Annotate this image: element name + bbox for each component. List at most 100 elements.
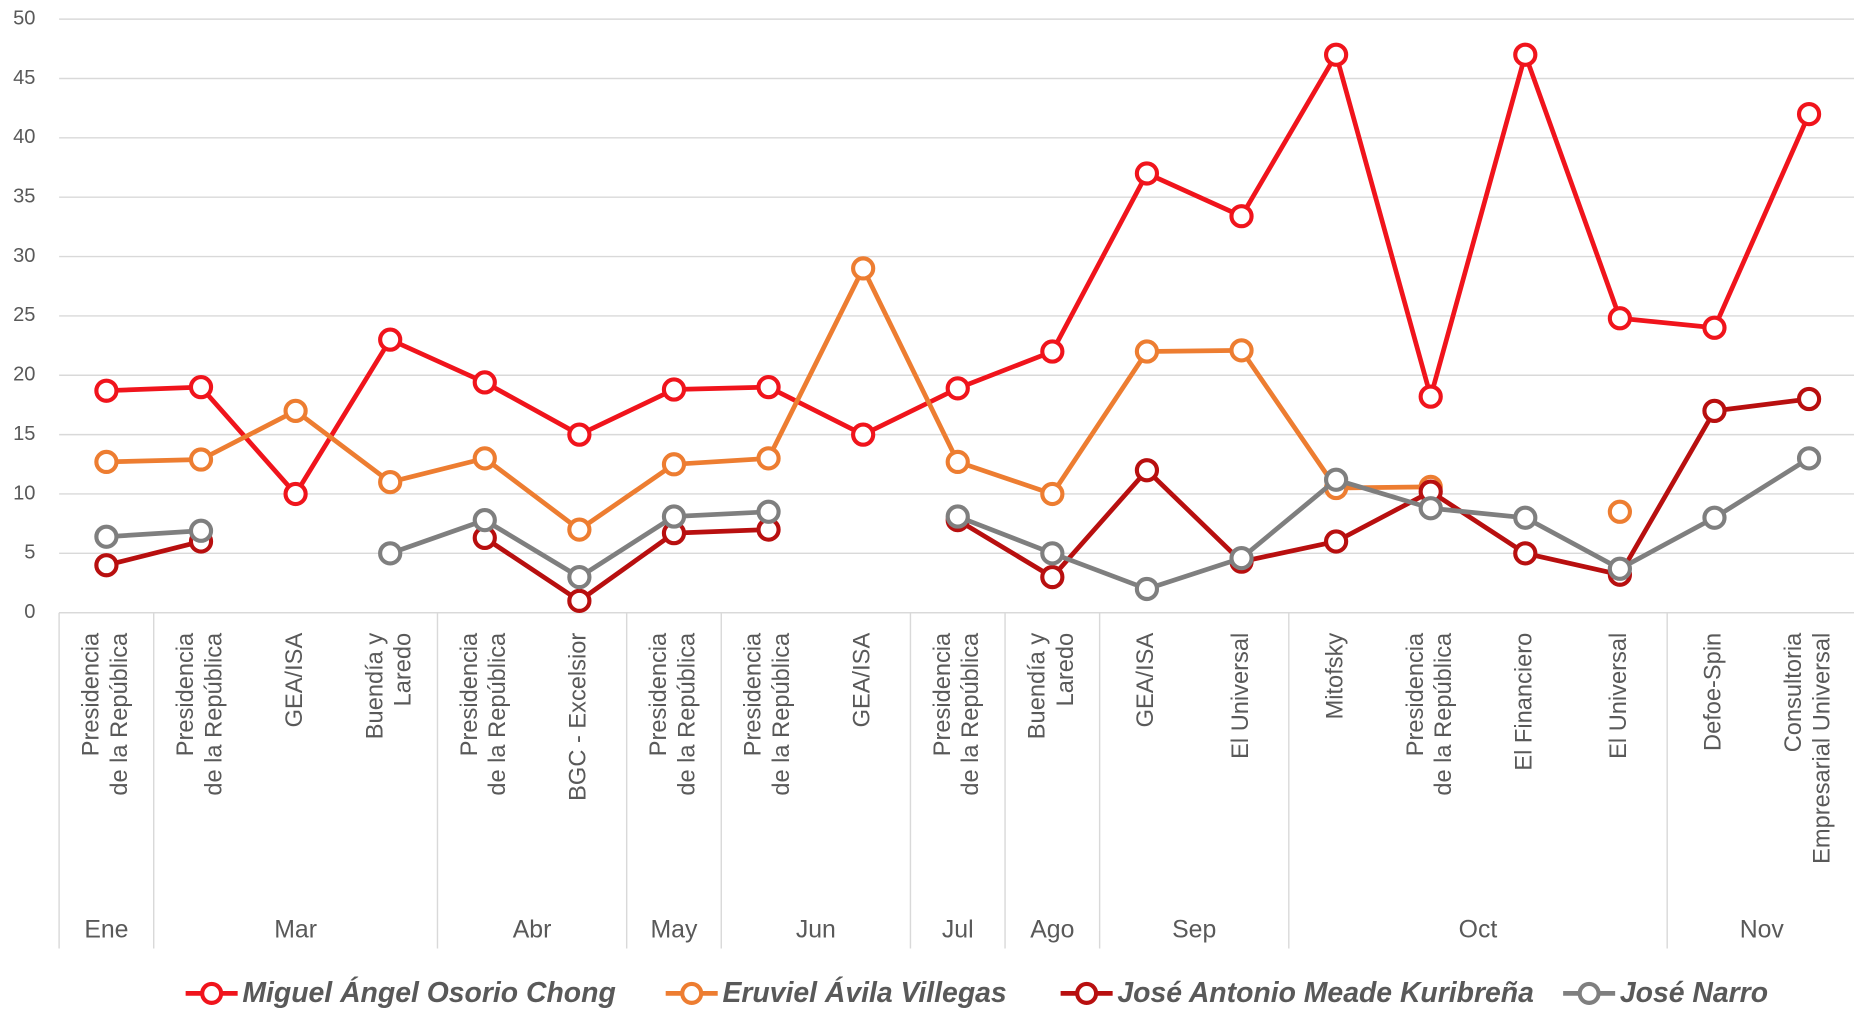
data-point xyxy=(945,449,970,475)
group-label: Nov xyxy=(1740,916,1785,943)
y-tick-label: 10 xyxy=(13,482,35,504)
data-point xyxy=(1513,505,1538,530)
data-point xyxy=(94,378,119,403)
y-tick-label: 40 xyxy=(13,126,35,148)
data-point xyxy=(1607,306,1633,331)
data-point xyxy=(378,541,403,566)
y-tick-label: 25 xyxy=(13,304,35,326)
data-point xyxy=(188,518,214,543)
x-tick-label: Defoe-Spin xyxy=(1701,633,1727,751)
x-tick-label: Laredo xyxy=(1053,633,1079,707)
x-tick-label: Presidencia xyxy=(930,632,956,756)
x-tick-label: de la República xyxy=(958,632,984,796)
x-tick-label: El Financiero xyxy=(1512,633,1538,771)
x-tick-label: Empresarial Universal xyxy=(1810,633,1836,864)
legend-label: José Antonio Meade Kuribreña xyxy=(1117,977,1534,1009)
y-tick-label: 50 xyxy=(13,7,35,29)
y-tick-label: 30 xyxy=(13,245,35,267)
x-tick-label: Presidencia xyxy=(173,632,199,756)
group-label: Ene xyxy=(84,916,128,943)
data-point xyxy=(1418,496,1443,521)
x-tick-label: de la República xyxy=(769,632,795,796)
series-line xyxy=(106,268,1619,529)
legend-label: José Narro xyxy=(1620,977,1768,1009)
data-point xyxy=(661,452,687,477)
x-tick-label: Consultoria xyxy=(1781,632,1807,752)
group-label: May xyxy=(651,916,698,943)
x-tick-label: GEA/ISA xyxy=(1133,633,1159,728)
group-label: Ago xyxy=(1030,916,1074,943)
data-point xyxy=(1229,545,1254,571)
data-point xyxy=(472,446,497,471)
data-point xyxy=(1513,541,1538,566)
x-tick-label: Buendía y xyxy=(362,633,388,740)
data-point xyxy=(188,375,214,400)
data-point xyxy=(1134,161,1160,186)
data-point xyxy=(283,481,308,507)
data-point xyxy=(567,588,592,613)
data-point xyxy=(1040,564,1065,590)
data-point xyxy=(94,553,119,578)
x-tick-label: El Universal xyxy=(1228,633,1254,759)
y-tick-label: 15 xyxy=(13,423,35,445)
x-tick-label: Presidencia xyxy=(457,632,483,756)
legend-marker xyxy=(1577,981,1601,1005)
data-point xyxy=(1134,576,1160,602)
x-tick-label: de la República xyxy=(201,632,227,796)
data-point xyxy=(94,449,119,475)
data-point xyxy=(283,398,308,423)
x-tick-label: Buendía y xyxy=(1024,633,1050,740)
y-tick-label: 20 xyxy=(13,364,35,386)
group-label: Oct xyxy=(1459,916,1498,943)
data-point xyxy=(1229,204,1254,229)
data-point xyxy=(1702,505,1727,530)
data-point xyxy=(567,564,592,590)
data-point xyxy=(1796,386,1822,412)
data-point xyxy=(1702,398,1727,423)
data-point xyxy=(1323,529,1349,554)
x-tick-label: Presidencia xyxy=(78,632,104,756)
group-label: Mar xyxy=(274,916,317,943)
series-line xyxy=(105,396,1810,604)
legend-marker xyxy=(200,981,224,1005)
data-point xyxy=(945,504,970,529)
x-tick-label: Presidencia xyxy=(1403,632,1429,756)
data-point xyxy=(1040,339,1065,364)
x-tick-label: de la República xyxy=(674,632,700,796)
data-point xyxy=(1040,541,1065,566)
data-point xyxy=(945,376,970,401)
x-tick-label: de la República xyxy=(107,632,133,796)
data-point xyxy=(1796,101,1822,127)
group-label: Abr xyxy=(513,916,552,943)
data-point xyxy=(472,507,497,533)
group-label: Jul xyxy=(942,916,974,943)
data-point xyxy=(661,504,687,529)
data-point xyxy=(756,499,781,524)
data-point xyxy=(1702,315,1727,340)
data-point xyxy=(567,517,592,542)
series-line xyxy=(106,52,1812,497)
data-point xyxy=(661,377,687,402)
data-point xyxy=(378,469,403,495)
legend-marker xyxy=(1075,981,1099,1005)
data-point xyxy=(1134,339,1160,364)
x-tick-label: Presidencia xyxy=(741,632,767,756)
data-point xyxy=(472,370,497,395)
x-tick-label: GEA/ISA xyxy=(849,633,875,728)
data-point xyxy=(851,422,876,447)
data-point xyxy=(1134,458,1160,483)
x-tick-label: Laredo xyxy=(391,633,417,707)
group-label: Sep xyxy=(1172,916,1216,943)
x-tick-label: Mitofsky xyxy=(1322,633,1348,720)
data-point xyxy=(1418,384,1443,409)
y-tick-label: 35 xyxy=(13,186,35,208)
data-point xyxy=(94,524,119,549)
data-point xyxy=(1513,42,1538,67)
data-point xyxy=(1323,42,1349,67)
data-point xyxy=(756,446,781,471)
y-tick-label: 0 xyxy=(24,601,35,623)
data-point xyxy=(378,327,403,352)
y-tick-label: 45 xyxy=(13,67,35,89)
